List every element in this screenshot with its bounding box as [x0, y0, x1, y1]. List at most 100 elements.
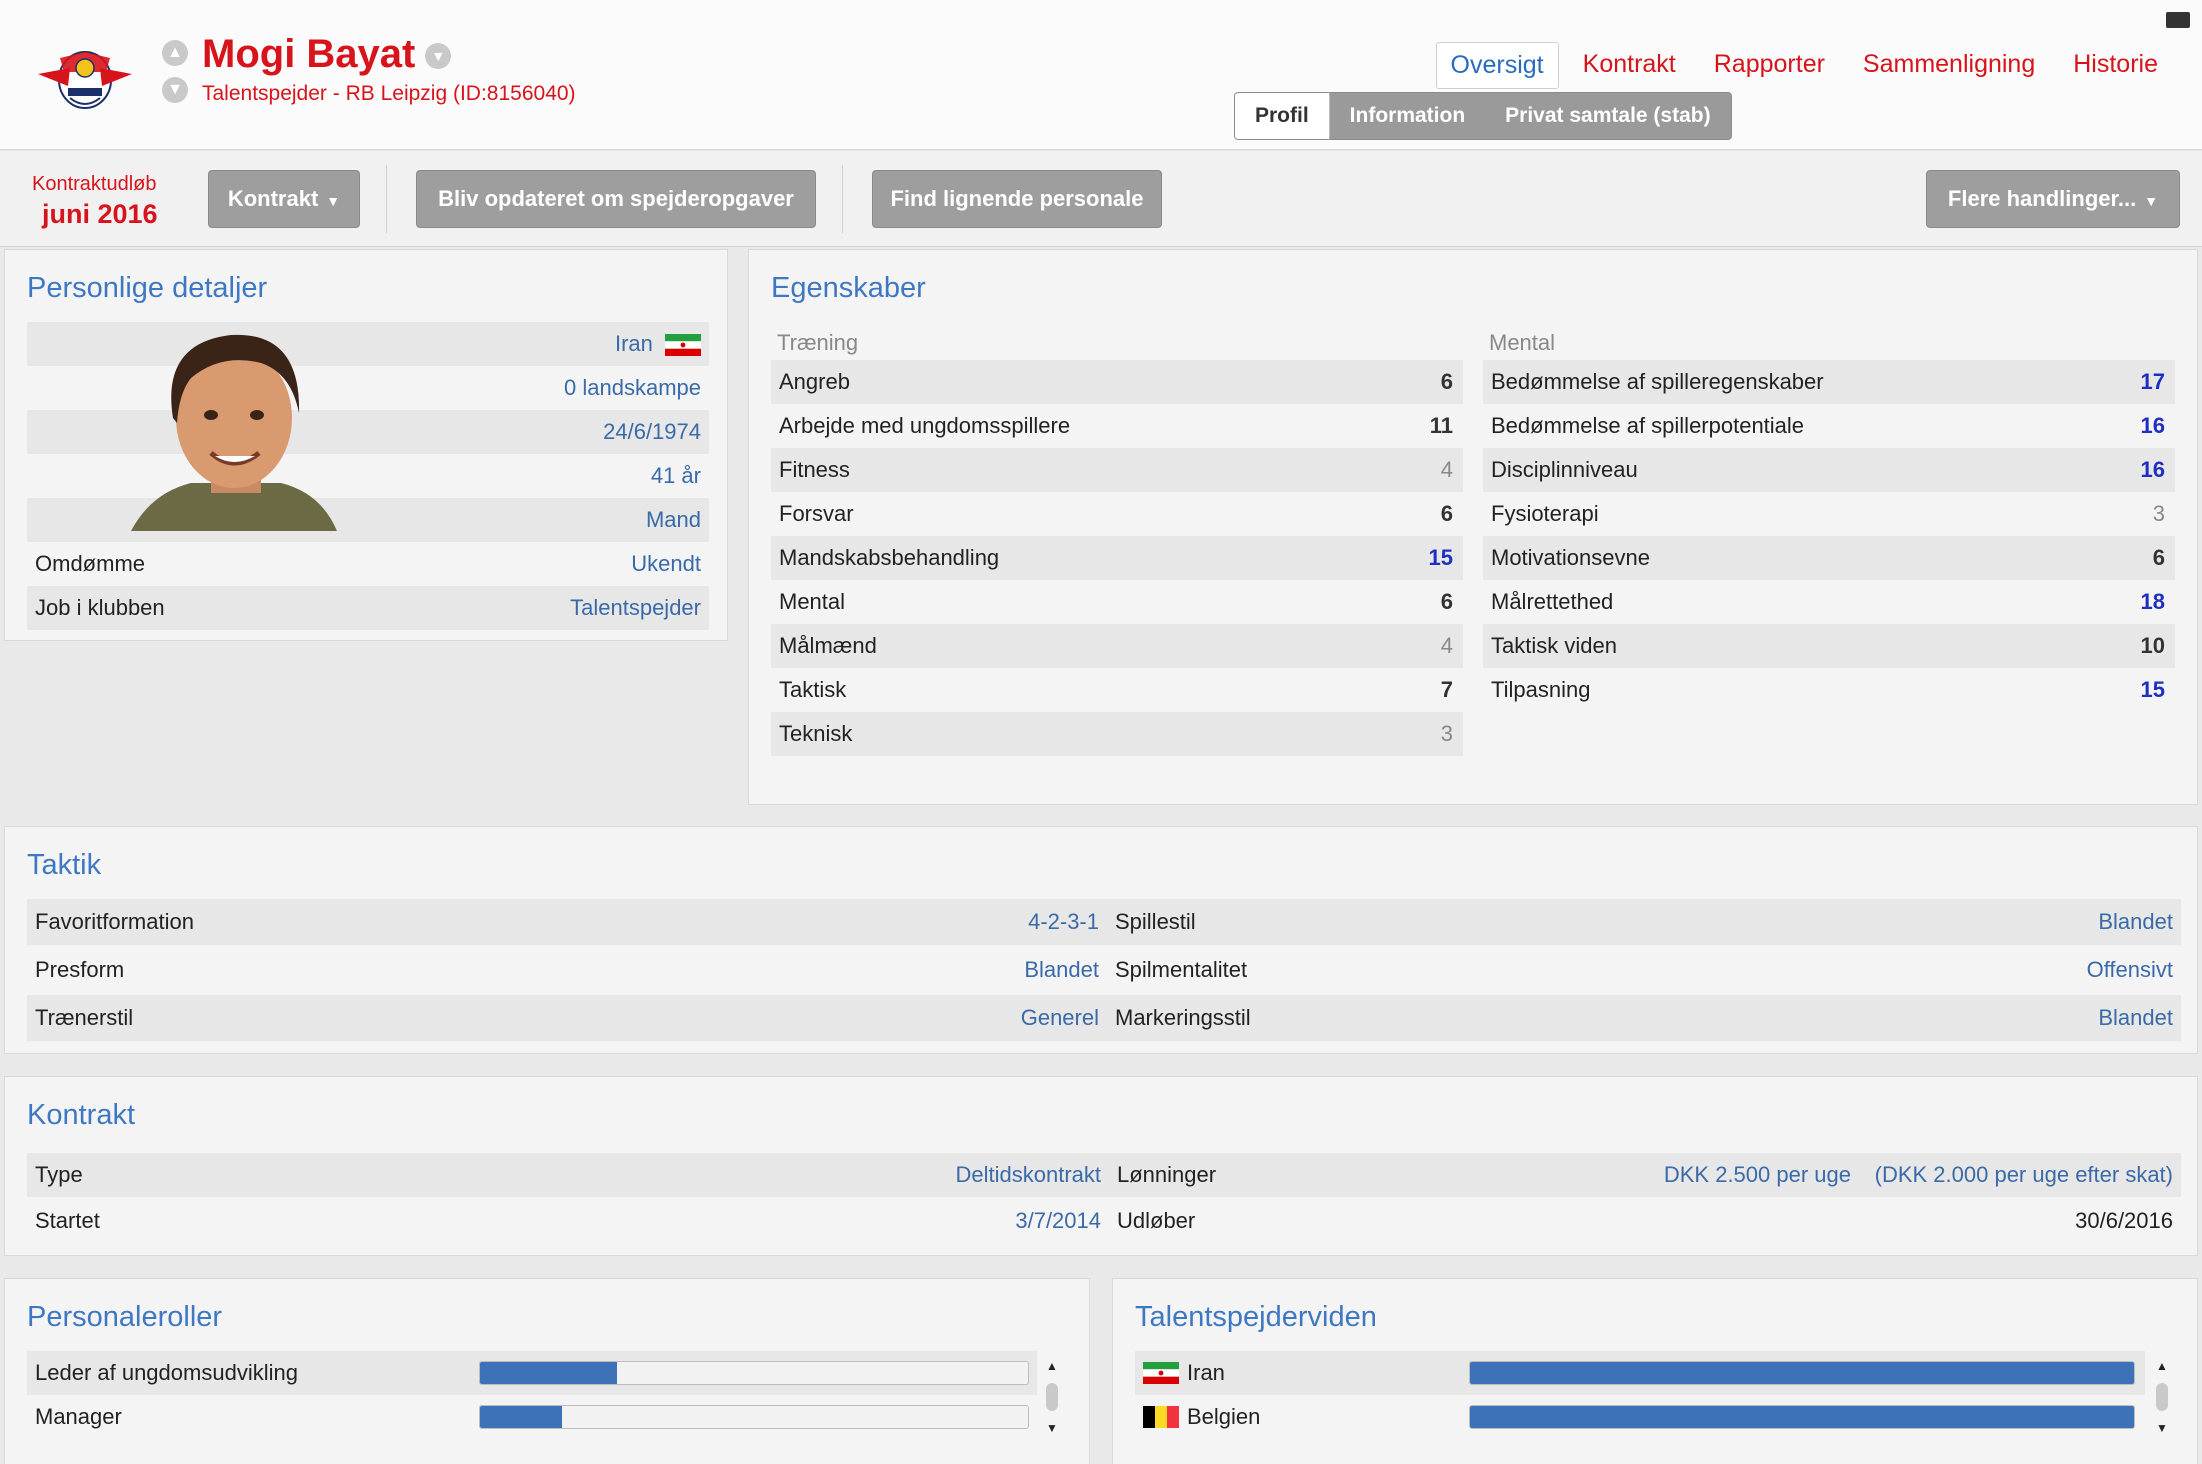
subtab-profil[interactable]: Profil — [1235, 93, 1330, 139]
attribute-label: Angreb — [779, 369, 850, 394]
contract-end-value: 30/6/2016 — [2075, 1208, 2173, 1233]
club-job-row: Job i klubben Talentspejder — [27, 586, 709, 630]
scout-knowledge-label: Iran — [1187, 1360, 1225, 1385]
caps-value: 0 landskampe — [564, 375, 701, 400]
attribute-value: 16 — [2140, 457, 2165, 482]
contract-dates-row: Startet 3/7/2014 Udløber 30/6/2016 — [27, 1199, 2181, 1243]
age-row: 41 år — [27, 454, 709, 498]
name-menu-chevron-icon[interactable]: ▼ — [425, 43, 452, 70]
contract-dropdown-button[interactable]: Kontrakt ▼ — [208, 170, 360, 228]
tab-historie[interactable]: Historie — [2073, 50, 2158, 78]
profile-header: ▲ ▼ Mogi Bayat ▼ Talentspejder - RB Leipz… — [0, 0, 2202, 150]
attribute-row: Målrettethed 18 — [1483, 580, 2175, 624]
attribute-label: Tilpasning — [1491, 677, 1591, 702]
contract-button-label: Kontrakt — [227, 186, 319, 211]
action-toolbar: Kontraktudløb juni 2016 Kontrakt ▼ Bliv o… — [0, 151, 2202, 247]
attribute-row: Motivationsevne 6 — [1483, 536, 2175, 580]
subtab-privat-samtale[interactable]: Privat samtale (stab) — [1505, 104, 1711, 127]
sub-tabs: Profil Information Privat samtale (stab) — [1234, 92, 1732, 140]
subtab-information[interactable]: Information — [1349, 104, 1466, 127]
attribute-label: Mental — [779, 589, 846, 614]
scout-knowledge-scrollbar[interactable]: ▲ ▼ — [2155, 1359, 2169, 1435]
attribute-row: Fitness 4 — [771, 448, 1463, 492]
scout-knowledge-title: Talentspejderviden — [1135, 1301, 1377, 1333]
attribute-value: 10 — [2140, 633, 2165, 658]
reputation-row: Omdømme Ukendt — [27, 542, 709, 586]
attribute-value: 6 — [1440, 501, 1453, 526]
staff-role-row: Leder af ungdomsudvikling — [27, 1351, 1037, 1395]
wage-value: DKK 2.500 per uge — [1663, 1162, 1851, 1187]
attribute-value: 15 — [1428, 545, 1453, 570]
main-tabs: Oversigt Kontrakt Rapporter Sammenlignin… — [1426, 42, 2172, 89]
battery-icon — [2166, 12, 2190, 28]
staff-roles-scrollbar[interactable]: ▲ ▼ — [1045, 1359, 1059, 1435]
scout-knowledge-label: Belgien — [1187, 1404, 1261, 1429]
scout-knowledge-bar — [1469, 1361, 2135, 1385]
tactics-value: Blandet — [2098, 1005, 2173, 1030]
staff-role-bar — [479, 1361, 1029, 1385]
training-heading: Træning — [777, 330, 859, 355]
age-value: 41 år — [650, 463, 701, 488]
attribute-row: Teknisk 3 — [771, 712, 1463, 756]
tactics-value: Offensivt — [2086, 957, 2173, 982]
attribute-label: Disciplinniveau — [1491, 457, 1638, 482]
rb-leipzig-crest-icon — [38, 51, 132, 109]
reputation-label: Omdømme — [35, 551, 145, 576]
iran-flag-icon — [665, 334, 701, 357]
dob-value: 24/6/1974 — [603, 419, 701, 444]
tactics-value: 4-2-3-1 — [1028, 909, 1099, 934]
find-similar-staff-button[interactable]: Find lignende personale — [872, 170, 1162, 228]
more-actions-button[interactable]: Flere handlinger... ▼ — [1926, 170, 2180, 228]
attribute-value: 7 — [1440, 677, 1453, 702]
scroll-thumb[interactable] — [2156, 1383, 2168, 1411]
tab-rapporter[interactable]: Rapporter — [1713, 50, 1825, 78]
attribute-label: Motivationsevne — [1491, 545, 1650, 570]
scroll-up-icon[interactable]: ▲ — [1046, 1359, 1058, 1373]
attribute-row: Forsvar 6 — [771, 492, 1463, 536]
attribute-row: Fysioterapi 3 — [1483, 492, 2175, 536]
personal-details-panel: Personlige detaljer Iran 0 landskampe 24… — [4, 249, 728, 641]
scroll-down-icon[interactable]: ▼ — [2156, 1421, 2168, 1435]
tab-oversigt[interactable]: Oversigt — [1435, 42, 1559, 89]
attribute-value: 4 — [1440, 457, 1453, 482]
chevron-down-icon: ▼ — [2144, 193, 2159, 209]
attribute-row: Bedømmelse af spilleregenskaber 17 — [1483, 360, 2175, 404]
attribute-label: Taktisk — [779, 677, 847, 702]
attribute-row: Taktisk viden 10 — [1483, 624, 2175, 668]
attribute-row: Arbejde med ungdomsspillere 11 — [771, 404, 1463, 448]
scout-knowledge-bar-fill — [1470, 1362, 2134, 1384]
scout-updates-button[interactable]: Bliv opdateret om spejderopgaver — [416, 170, 816, 228]
club-job-value[interactable]: Talentspejder — [570, 595, 701, 620]
person-portrait — [131, 334, 337, 531]
tab-sammenligning[interactable]: Sammenligning — [1862, 50, 2036, 78]
caps-row: 0 landskampe — [27, 366, 709, 410]
attribute-row: Bedømmelse af spillerpotentiale 16 — [1483, 404, 2175, 448]
attribute-label: Taktisk viden — [1491, 633, 1617, 658]
contract-start-label: Startet — [35, 1208, 100, 1233]
scout-knowledge-bar — [1469, 1405, 2135, 1429]
reputation-value: Ukendt — [631, 551, 701, 576]
staff-role-row: Manager — [27, 1395, 1037, 1439]
wage-label: Lønninger — [1117, 1162, 1217, 1187]
attribute-label: Arbejde med ungdomsspillere — [779, 413, 1071, 438]
attribute-label: Bedømmelse af spillerpotentiale — [1491, 413, 1805, 438]
attribute-value: 4 — [1440, 633, 1453, 658]
scroll-down-icon[interactable]: ▼ — [1046, 1421, 1058, 1435]
tactics-value: Generel — [1020, 1005, 1099, 1030]
attribute-value: 17 — [2140, 369, 2165, 394]
tab-kontrakt[interactable]: Kontrakt — [1582, 50, 1676, 78]
next-person-button[interactable]: ▼ — [162, 77, 188, 103]
scout-knowledge-row: Iran — [1135, 1351, 2145, 1395]
staff-role-label: Leder af ungdomsudvikling — [35, 1360, 298, 1385]
scroll-up-icon[interactable]: ▲ — [2156, 1359, 2168, 1373]
staff-role-bar-fill — [480, 1406, 563, 1428]
contract-start-value: 3/7/2014 — [1015, 1208, 1101, 1233]
attribute-value: 6 — [1440, 369, 1453, 394]
previous-person-button[interactable]: ▲ — [162, 40, 188, 66]
tactics-panel: Taktik Favoritformation 4-2-3-1 Spillestil… — [4, 826, 2198, 1054]
attribute-value: 15 — [2140, 677, 2165, 702]
scout-knowledge-row: Belgien — [1135, 1395, 2145, 1439]
scroll-thumb[interactable] — [1046, 1383, 1058, 1411]
person-name: Mogi Bayat ▼ — [202, 32, 452, 77]
